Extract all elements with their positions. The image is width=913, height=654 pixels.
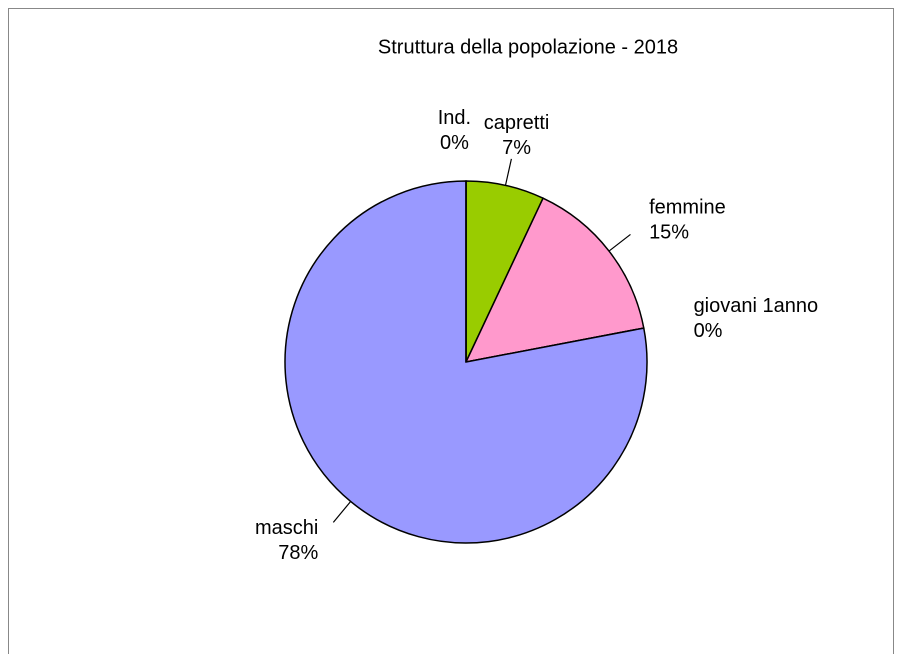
leader-line [332,501,352,523]
slice-label: giovani 1anno [694,295,819,317]
slice-label: maschi [255,517,318,539]
leader-line [608,233,631,252]
chart-title: Struttura della popolazione - 2018 [378,36,678,58]
slice-label: capretti [484,112,550,134]
slice-value-label: 0% [694,320,723,342]
slice-value-label: 7% [502,137,531,159]
slice-label: Ind. [438,107,471,129]
slice-label: femmine [649,196,726,218]
leader-line [504,158,512,186]
slice-value-label: 15% [649,221,689,243]
slice-value-label: 78% [278,542,318,564]
slice-value-label: 0% [440,132,469,154]
